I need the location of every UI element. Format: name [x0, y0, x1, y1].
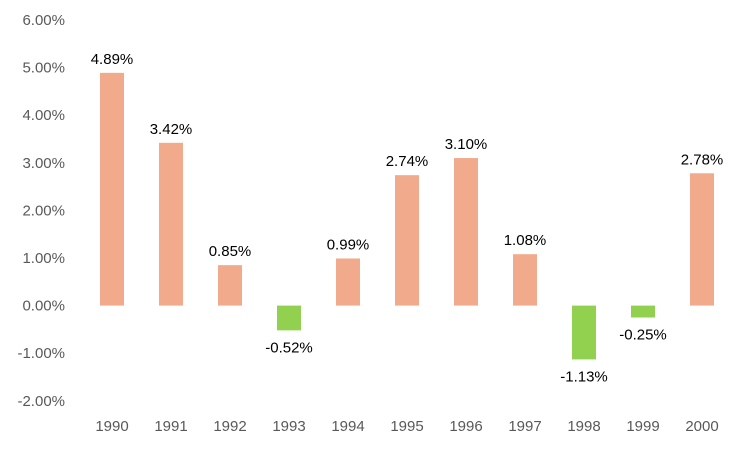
data-label-1990: 4.89% [91, 51, 134, 68]
data-label-1993: -0.52% [265, 339, 313, 356]
y-tick-label: 5.00% [22, 60, 65, 77]
data-label-1999: -0.25% [619, 327, 667, 344]
data-label-1998: -1.13% [560, 368, 608, 385]
x-tick-label: 1997 [508, 418, 541, 435]
bar-1992 [218, 265, 242, 306]
x-tick-label: 1998 [567, 418, 600, 435]
bar-1998 [572, 305, 596, 360]
x-tick-label: 1996 [449, 418, 482, 435]
y-tick-label: 0.00% [22, 298, 65, 315]
x-axis: 1990 1991 1992 1993 1994 1995 1996 1997 1998 1999… [95, 418, 718, 435]
y-tick-label: 1.00% [22, 250, 65, 267]
bar-1994 [336, 258, 360, 306]
data-label-1991: 3.42% [150, 121, 193, 138]
y-tick-label: -2.00% [17, 393, 65, 410]
x-tick-label: 2000 [685, 418, 718, 435]
y-tick-label: -1.00% [17, 345, 65, 362]
bar-1991 [159, 142, 183, 306]
data-label-2000: 2.78% [681, 151, 724, 168]
x-tick-label: 1991 [154, 418, 187, 435]
y-tick-label: 2.00% [22, 202, 65, 219]
x-tick-label: 1994 [331, 418, 364, 435]
x-tick-label: 1999 [626, 418, 659, 435]
x-tick-label: 1992 [213, 418, 246, 435]
x-tick-label: 1995 [390, 418, 423, 435]
data-label-1994: 0.99% [327, 236, 370, 253]
bar-1996 [454, 158, 478, 306]
data-label-1996: 3.10% [445, 136, 488, 153]
y-tick-label: 3.00% [22, 155, 65, 172]
bar-1990 [100, 72, 124, 306]
data-label-1997: 1.08% [504, 232, 547, 249]
bar-1993 [277, 305, 301, 331]
bar-1999 [631, 305, 655, 318]
y-tick-label: 4.00% [22, 107, 65, 124]
data-label-1992: 0.85% [209, 243, 252, 260]
bar-1997 [513, 254, 537, 306]
bar-1995 [395, 175, 419, 306]
data-label-1995: 2.74% [386, 153, 429, 170]
data-labels: 4.89% 3.42% 0.85% -0.52% 0.99% 2.74% 3.10% 1.08… [91, 51, 724, 386]
bars [100, 72, 714, 360]
y-axis: 6.00% 5.00% 4.00% 3.00% 2.00% 1.00% 0.00% -1.00… [17, 12, 65, 410]
y-tick-label: 6.00% [22, 12, 65, 29]
bar-2000 [690, 173, 714, 306]
x-tick-label: 1990 [95, 418, 128, 435]
x-tick-label: 1993 [272, 418, 305, 435]
